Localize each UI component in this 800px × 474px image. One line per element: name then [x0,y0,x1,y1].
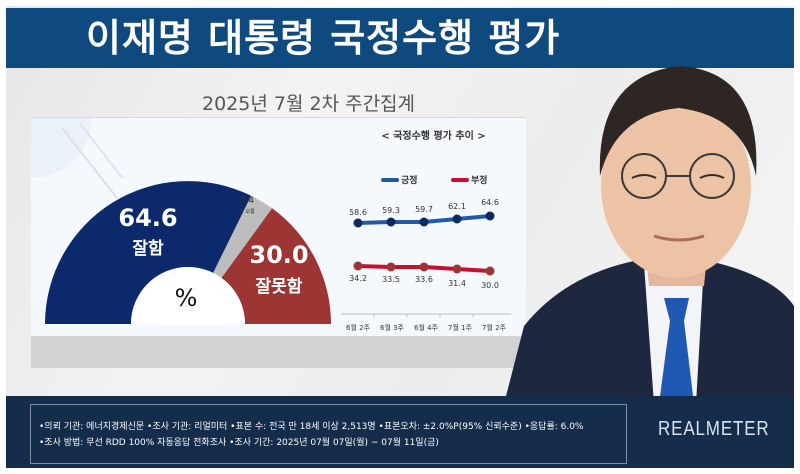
legend-swatch-positive [381,177,399,182]
gauge-segment-unknown [213,195,273,278]
realmeter-logo: REALMETER [658,418,770,440]
percent-unit: % [174,284,198,312]
survey-info-line-1: •의뢰 기관: 에너지경제신문 •조사 기관: 리얼미터 •표본 수: 전국 만… [39,422,584,432]
gauge-svg [45,181,331,324]
positive-value-label: 58.6 [349,208,367,217]
negative-label: 잘못함 [255,277,303,297]
survey-info-footer: •의뢰 기관: 에너지경제신문 •조사 기관: 리얼미터 •표본 수: 전국 만… [6,396,794,468]
legend-positive-label: 긍정 [401,176,418,186]
approval-gauge-chart: 64.6 잘함 5.4 잘 모름 30.0 잘못함 % [38,176,338,326]
positive-value: 64.6 [118,204,178,232]
x-label: 7월 1주 [447,324,472,332]
gauge-segment-negative [221,208,331,324]
positive-point [452,214,462,224]
legend-negative-label: 부정 [471,176,488,186]
page-title: 이재명 대통령 국정수행 평가 [86,16,561,60]
unknown-label: 잘 모름 [239,209,255,215]
x-axis-labels: 6월 2주 6월 3주 6월 4주 7월 1주 7월 2주 [341,323,511,333]
unknown-value: 5.4 [239,196,255,206]
positive-value-label: 59.7 [415,205,433,214]
title-banner: 이재명 대통령 국정수행 평가 [6,8,794,68]
legend-negative: 부정 [451,173,488,186]
survey-period-subtitle: 2025년 7월 2차 주간집계 [202,93,416,115]
infographic-frame: 이재명 대통령 국정수행 평가 2025년 7월 2차 주간집계 64.6 잘함… [6,6,794,468]
x-label: 6월 2주 [345,324,370,332]
gauge-segment-positive [45,181,252,324]
positive-point [419,217,429,227]
x-label: 6월 4주 [413,324,438,332]
trend-lines-svg [341,211,511,317]
portrait-illustration [504,66,794,404]
positive-label: 잘함 [132,239,164,259]
face-shape [601,94,751,278]
panel-bottom-strip [31,336,526,368]
negative-point [353,261,363,271]
legend-positive: 긍정 [381,173,418,186]
trend-title: < 국정수행 평가 추이 > [381,131,486,142]
positive-value-label: 59.3 [382,206,400,215]
survey-info-line-2: •조사 방법: 무선 RDD 100% 자동응답 전화조사 •조사 기간: 20… [39,438,439,448]
hair-shape [599,66,757,176]
legend-swatch-negative [451,177,469,182]
negative-point [386,262,396,272]
negative-value-label: 33.5 [382,275,400,284]
negative-point [485,266,495,276]
decorative-line [79,122,124,180]
negative-point [419,262,429,272]
negative-point [452,264,462,274]
positive-value-label: 62.1 [448,202,466,211]
positive-point [485,211,495,221]
positive-value-label: 64.6 [481,198,499,207]
negative-value-label: 34.2 [349,274,367,283]
gauge-center-hole [131,267,245,324]
president-portrait [504,36,794,404]
positive-point [386,217,396,227]
approval-trend-chart: < 국정수행 평가 추이 > 긍정 부정 [341,127,526,337]
tie-shape [659,298,694,404]
negative-value: 30.0 [249,241,309,269]
negative-value-label: 30.0 [481,281,499,290]
negative-value-label: 33.6 [415,275,433,284]
survey-info-box: •의뢰 기관: 에너지경제신문 •조사 기관: 리얼미터 •표본 수: 전국 만… [30,404,627,464]
positive-point [353,218,363,228]
negative-value-label: 31.4 [448,279,466,288]
x-label: 7월 2주 [481,324,506,332]
x-label: 6월 3주 [379,324,404,332]
